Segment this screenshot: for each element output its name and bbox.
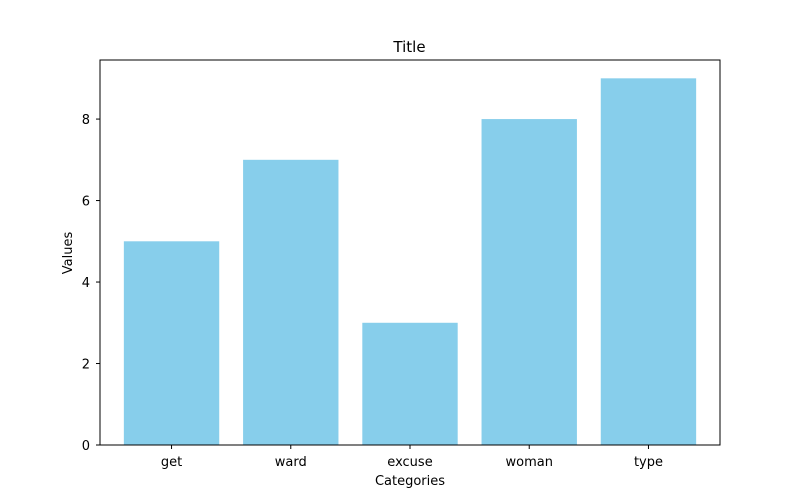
bar-ward bbox=[243, 159, 339, 445]
x-tick-label: get bbox=[161, 455, 182, 470]
x-tick-label: excuse bbox=[387, 455, 432, 470]
y-tick-label: 2 bbox=[82, 358, 90, 373]
y-axis-label: Values bbox=[61, 232, 76, 275]
chart-title: Title bbox=[392, 38, 425, 56]
x-axis-label: Categories bbox=[375, 474, 445, 489]
bar-woman bbox=[481, 119, 577, 445]
y-tick-label: 0 bbox=[82, 439, 90, 454]
y-tick-label: 4 bbox=[82, 276, 90, 291]
bar-excuse bbox=[362, 322, 458, 445]
y-tick-label: 6 bbox=[82, 195, 90, 210]
x-tick-label: type bbox=[634, 455, 663, 470]
bars-group bbox=[123, 78, 697, 445]
x-tick-label: ward bbox=[275, 455, 307, 470]
plot-frame bbox=[99, 59, 721, 446]
x-axis-ticks: get ward excuse woman type bbox=[161, 445, 663, 470]
y-axis-ticks: 0 2 4 6 8 bbox=[82, 113, 100, 454]
y-tick-label: 8 bbox=[82, 113, 90, 128]
bar-type bbox=[600, 78, 697, 445]
x-tick-label: woman bbox=[505, 455, 552, 470]
bar-get bbox=[123, 241, 220, 445]
